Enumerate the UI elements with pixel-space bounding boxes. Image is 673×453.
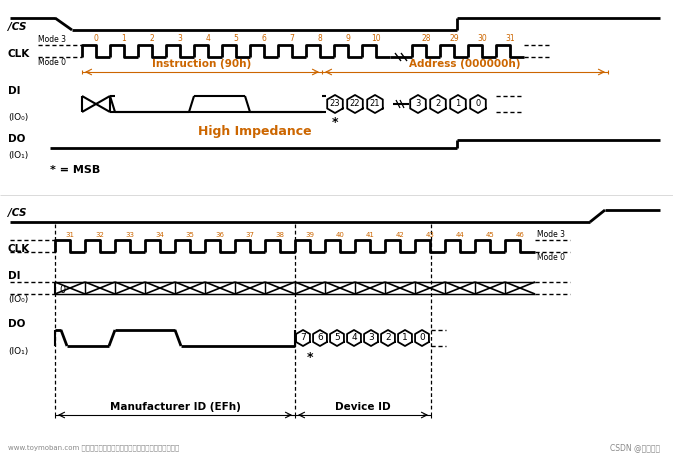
Text: 4: 4 xyxy=(205,34,211,43)
Text: 22: 22 xyxy=(350,100,360,109)
Text: 39: 39 xyxy=(306,232,314,238)
Text: /CS: /CS xyxy=(8,208,26,218)
Text: 5: 5 xyxy=(334,333,340,342)
Text: 2: 2 xyxy=(385,333,391,342)
Text: 9: 9 xyxy=(345,34,351,43)
Text: 3: 3 xyxy=(368,333,374,342)
Text: 10: 10 xyxy=(371,34,381,43)
Text: 0: 0 xyxy=(419,333,425,342)
Text: 5: 5 xyxy=(234,34,238,43)
Text: (IO₁): (IO₁) xyxy=(8,347,28,356)
Text: 40: 40 xyxy=(336,232,345,238)
Text: 32: 32 xyxy=(96,232,104,238)
Text: 6: 6 xyxy=(262,34,267,43)
Text: *: * xyxy=(307,351,313,364)
Text: Mode 0: Mode 0 xyxy=(537,253,565,262)
Text: 35: 35 xyxy=(186,232,194,238)
Text: DI: DI xyxy=(8,86,20,96)
Text: (IO₀): (IO₀) xyxy=(8,295,28,304)
Text: www.toymoban.com 网络图片仅供展示，非存储，如有侵权请联系删除。: www.toymoban.com 网络图片仅供展示，非存储，如有侵权请联系删除。 xyxy=(8,445,179,451)
Text: Device ID: Device ID xyxy=(335,402,391,412)
Text: 7: 7 xyxy=(289,34,295,43)
Text: 38: 38 xyxy=(275,232,285,238)
Text: 31: 31 xyxy=(65,232,75,238)
Text: 44: 44 xyxy=(456,232,464,238)
Text: Mode 3: Mode 3 xyxy=(537,230,565,239)
Text: 3: 3 xyxy=(415,100,421,109)
Text: 46: 46 xyxy=(516,232,524,238)
Text: 0: 0 xyxy=(94,34,98,43)
Text: 28: 28 xyxy=(421,34,431,43)
Text: 33: 33 xyxy=(125,232,135,238)
Text: 1: 1 xyxy=(402,333,408,342)
Text: High Impedance: High Impedance xyxy=(198,125,312,138)
Text: 8: 8 xyxy=(318,34,322,43)
Text: (IO₀): (IO₀) xyxy=(8,113,28,122)
Text: 3: 3 xyxy=(178,34,182,43)
Text: Address (000000h): Address (000000h) xyxy=(409,59,521,69)
Text: 31: 31 xyxy=(505,34,515,43)
Text: 42: 42 xyxy=(396,232,404,238)
Text: CSDN @蕊瞸、羞: CSDN @蕊瞸、羞 xyxy=(610,443,660,453)
Text: Mode 0: Mode 0 xyxy=(38,58,66,67)
Text: 1: 1 xyxy=(456,100,460,109)
Text: CLK: CLK xyxy=(8,244,30,254)
Text: 30: 30 xyxy=(477,34,487,43)
Text: 4: 4 xyxy=(351,333,357,342)
Text: CLK: CLK xyxy=(8,49,30,59)
Text: 2: 2 xyxy=(435,100,441,109)
Text: 0: 0 xyxy=(475,100,481,109)
Text: 36: 36 xyxy=(215,232,225,238)
Text: 7: 7 xyxy=(300,333,306,342)
Text: (IO₁): (IO₁) xyxy=(8,151,28,160)
Text: DO: DO xyxy=(8,319,26,329)
Text: /CS: /CS xyxy=(8,22,26,32)
Text: DO: DO xyxy=(8,134,26,144)
Text: 41: 41 xyxy=(365,232,374,238)
Text: *: * xyxy=(332,116,339,129)
Text: * = MSB: * = MSB xyxy=(50,165,100,175)
Text: 45: 45 xyxy=(486,232,495,238)
Text: 6: 6 xyxy=(317,333,323,342)
Text: 1: 1 xyxy=(122,34,127,43)
Text: 21: 21 xyxy=(369,100,380,109)
Text: Mode 3: Mode 3 xyxy=(38,35,66,44)
Text: 23: 23 xyxy=(330,100,341,109)
Text: 2: 2 xyxy=(149,34,154,43)
Text: DI: DI xyxy=(8,271,20,281)
Text: 29: 29 xyxy=(449,34,459,43)
Text: 34: 34 xyxy=(155,232,164,238)
Text: 43: 43 xyxy=(425,232,435,238)
Text: 0: 0 xyxy=(59,285,65,295)
Text: Manufacturer ID (EFh): Manufacturer ID (EFh) xyxy=(110,402,240,412)
Text: 37: 37 xyxy=(246,232,254,238)
Text: Instruction (90h): Instruction (90h) xyxy=(152,59,252,69)
